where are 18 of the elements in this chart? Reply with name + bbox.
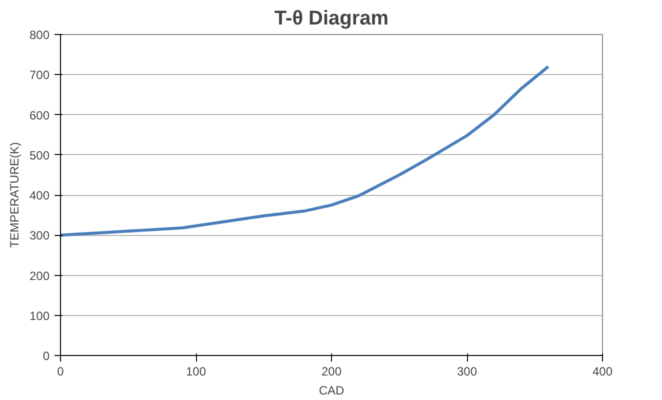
x-tick-label: 400 [592, 364, 613, 378]
x-axis-title: CAD [318, 384, 344, 398]
y-tick-label: 300 [29, 228, 50, 243]
x-tick-label: 0 [57, 364, 64, 378]
y-tick-label: 500 [29, 148, 50, 162]
y-axis-title: TEMPERATURE(K) [7, 142, 22, 248]
x-tick-label: 200 [321, 364, 342, 378]
x-tick-label: 100 [186, 364, 206, 378]
y-tick-label: 0 [42, 349, 50, 363]
x-tick-label: 300 [456, 364, 478, 378]
line-series [60, 65, 550, 237]
y-tick-label: 100 [29, 308, 50, 323]
y-tick-label: 800 [29, 28, 50, 42]
chart-title: T-θ Diagram [274, 8, 389, 30]
y-tick-label: 200 [29, 268, 50, 283]
y-tick-label: 700 [29, 68, 50, 82]
y-tick-label: 600 [29, 108, 50, 122]
y-tick-label: 400 [29, 188, 50, 202]
